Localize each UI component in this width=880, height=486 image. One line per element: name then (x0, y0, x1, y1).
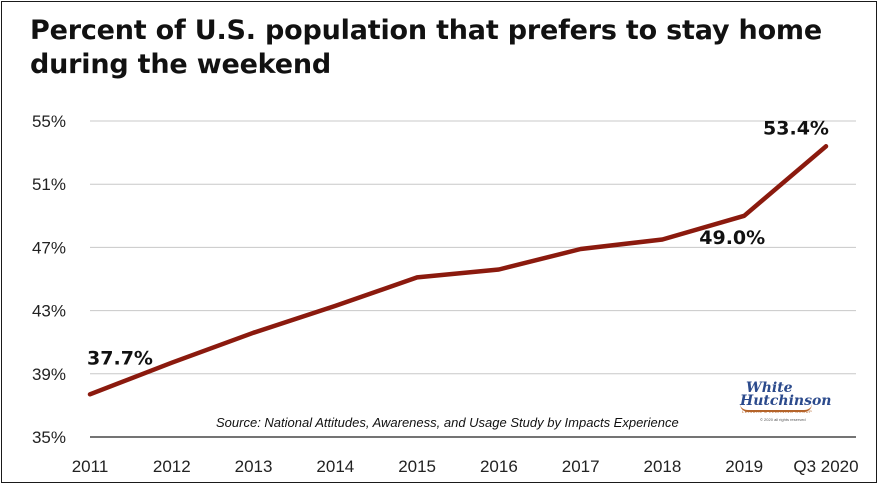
x-axis-ticks: 2011 2012 2013 2014 2015 2016 2017 2018 2019 Q3 2… (72, 457, 859, 476)
x-tick-label: 2018 (644, 457, 682, 476)
data-label: 37.7% (87, 347, 153, 369)
data-label: 49.0% (699, 227, 765, 249)
x-tick-label: 2014 (316, 457, 354, 476)
y-tick-label: 43% (32, 302, 66, 321)
x-tick-label: 2017 (562, 457, 600, 476)
y-tick-label: 35% (32, 428, 66, 447)
x-tick-label: 2011 (72, 457, 109, 476)
x-tick-label: 2012 (153, 457, 191, 476)
y-tick-label: 55% (32, 112, 66, 131)
white-hutchinson-logo: White Hutchinson LEISURE & LEARNING GROU… (740, 380, 831, 432)
x-tick-label: 2013 (235, 457, 273, 476)
series-line (87, 144, 829, 397)
gridlines (90, 120, 856, 438)
y-tick-label: 51% (32, 175, 66, 194)
data-label: 53.4% (763, 117, 829, 139)
data-labels: 37.7% 49.0% 53.4% (87, 117, 829, 369)
source-note: Source: National Attitudes, Awareness, a… (216, 415, 679, 430)
x-tick-label: 2015 (398, 457, 436, 476)
logo-rights: © 2020 all rights reserved (760, 417, 806, 422)
y-axis-ticks: 35% 39% 43% 47% 51% 55% (32, 112, 66, 447)
x-tick-label: Q3 2020 (793, 457, 858, 476)
logo-swoosh (740, 404, 812, 412)
x-tick-label: 2016 (480, 457, 518, 476)
logo-line1: White (746, 380, 793, 396)
chart-title: Percent of U.S. population that prefers … (30, 15, 822, 80)
y-tick-label: 39% (32, 365, 66, 384)
logo-tagline: LEISURE & LEARNING GROUP (742, 409, 813, 414)
y-tick-label: 47% (32, 238, 66, 257)
x-tick-label: 2019 (725, 457, 763, 476)
